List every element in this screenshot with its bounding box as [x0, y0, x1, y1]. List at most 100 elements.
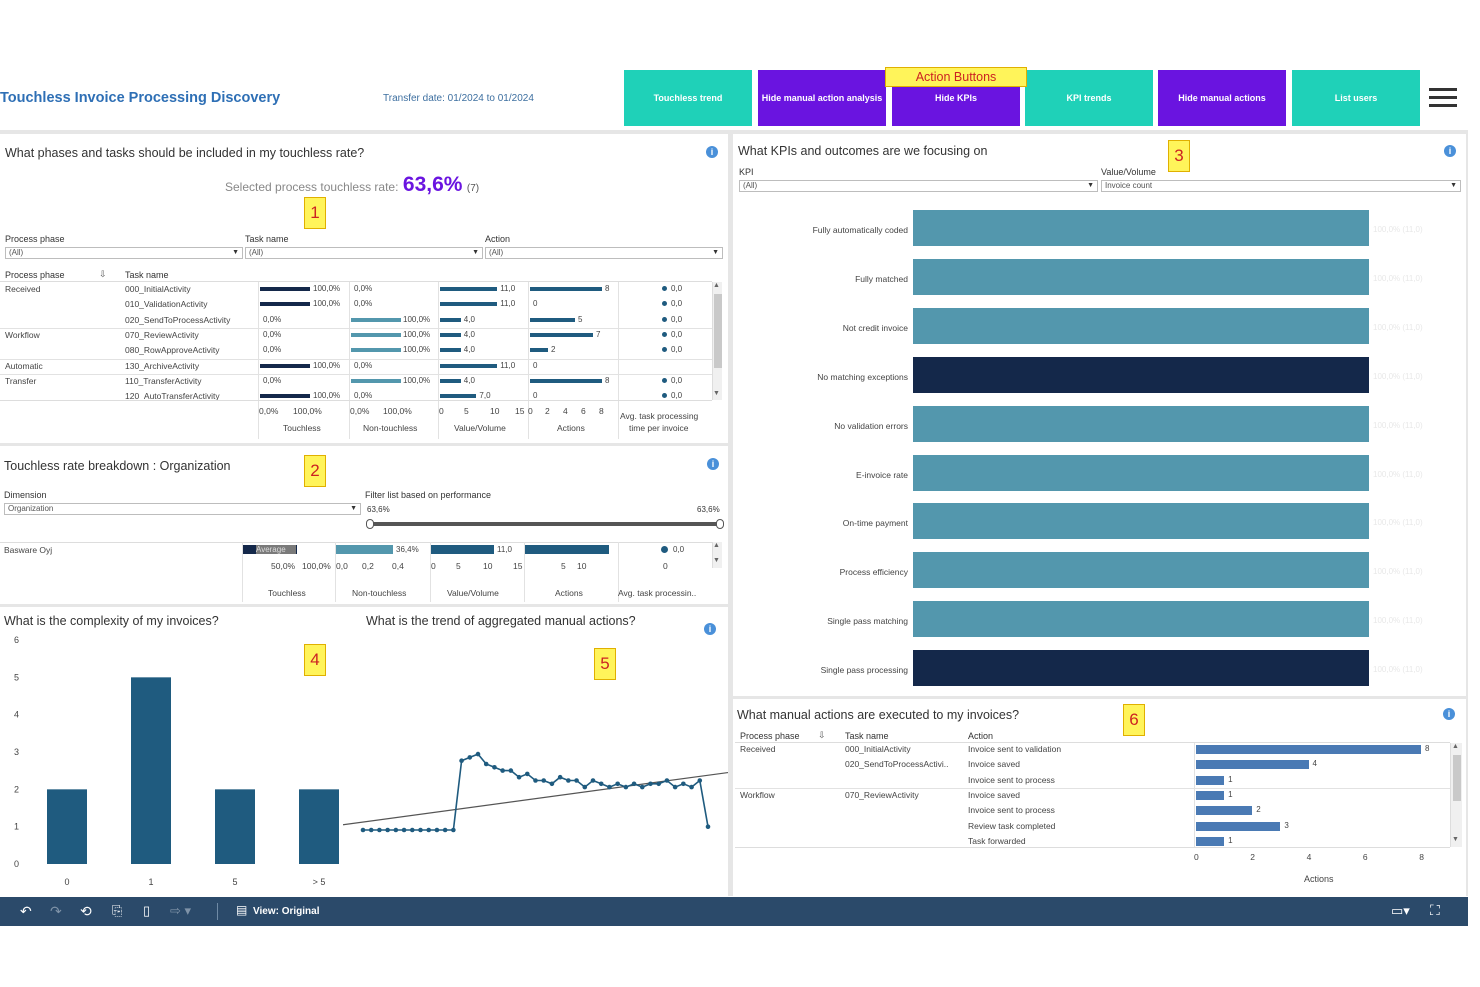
row-group-divider: [0, 373, 712, 375]
data-point: [483, 761, 489, 767]
action-filter[interactable]: (All) ▼: [485, 247, 723, 259]
scroll-down-icon[interactable]: ▼: [1452, 836, 1459, 843]
task-name-filter[interactable]: (All) ▼: [245, 247, 483, 259]
kpi-bar: [913, 210, 1369, 246]
redo-icon[interactable]: ↷: [50, 903, 62, 919]
panel2-axes: 50,0% 100,0% 0,0 0,2 0,4 0 5 10 15 5 10 0 Touchless N…: [0, 542, 712, 602]
panel2-info-icon[interactable]: i: [707, 458, 719, 470]
x-tick-label: 1: [148, 877, 153, 887]
scroll-down-icon[interactable]: ▼: [713, 557, 720, 564]
hide-manual-actions-button[interactable]: Hide manual actions: [1158, 70, 1286, 126]
undo-icon[interactable]: ↶: [20, 903, 32, 919]
chevron-down-icon: ▼: [1087, 182, 1094, 189]
column-separator: [349, 282, 350, 400]
value-volume-bar: [440, 317, 461, 322]
panel6-title: What manual actions are executed to my i…: [737, 708, 1020, 722]
scroll-up-icon[interactable]: ▲: [713, 542, 720, 549]
kpi-bar-value: 100,0% (11,0): [1373, 225, 1423, 234]
refresh-icon[interactable]: ⎘: [112, 903, 123, 918]
panel2-axis-title: Actions: [555, 588, 583, 598]
panel2-scrollbar[interactable]: [712, 542, 722, 568]
view-icon[interactable]: ▤: [236, 903, 248, 917]
axis-separator: [430, 542, 431, 602]
kpi-label: Single pass matching: [827, 616, 908, 627]
avg-tick: 0: [663, 561, 668, 571]
transfer-date-to-word: to: [486, 93, 495, 104]
slider-handle-right[interactable]: [716, 519, 724, 529]
slider-min-value: 63,6%: [367, 505, 390, 514]
row-phase: Automatic: [5, 360, 43, 371]
value-volume-tick: 10: [483, 561, 493, 571]
chevron-down-icon: ▼: [712, 249, 719, 256]
axis-separator: [528, 401, 529, 439]
value-volume-filter[interactable]: Invoice count ▼: [1101, 180, 1461, 192]
avg-value: 0,0: [671, 329, 683, 339]
panel3-info-icon[interactable]: i: [1444, 145, 1456, 157]
panel3-title: What KPIs and outcomes are we focusing o…: [738, 144, 988, 158]
dimension-select[interactable]: Organization ▼: [4, 503, 361, 515]
sort-icon[interactable]: ⇩: [818, 730, 826, 740]
complexity-bar: [131, 677, 171, 864]
actions-tick: 2: [1250, 852, 1256, 862]
non-touchless-value: 0,0%: [354, 360, 373, 370]
complexity-bar: [299, 789, 339, 864]
p6-col-task-name: Task name: [845, 731, 889, 741]
scroll-down-icon[interactable]: ▼: [713, 390, 720, 397]
slider-handle-left[interactable]: [366, 519, 374, 529]
y-tick-label: 3: [14, 747, 19, 757]
data-point: [409, 827, 415, 833]
revert-icon[interactable]: ⟲: [80, 903, 92, 919]
panel6-scrollbar[interactable]: [1450, 743, 1462, 847]
view-original-label[interactable]: View: Original: [253, 906, 320, 917]
data-point: [574, 778, 579, 783]
row-action: Review task completed: [968, 820, 1056, 831]
touchless-bar: [260, 302, 310, 307]
row-phase: Transfer: [5, 375, 37, 386]
avg-dot: [662, 393, 667, 399]
panel1-scroll-thumb[interactable]: [714, 294, 722, 368]
avg-value: 0,0: [671, 284, 683, 293]
row-task-name: 000_InitialActivity: [125, 284, 191, 294]
panel6-info-icon[interactable]: i: [1443, 708, 1455, 720]
manual-action-bar: [1196, 836, 1225, 846]
panel5-title: What is the trend of aggregated manual a…: [366, 614, 636, 628]
manual-action-value: 3: [1284, 820, 1289, 830]
axis-separator: [438, 401, 439, 439]
comment-icon[interactable]: ▭▾: [1391, 903, 1410, 918]
non-touchless-tick: 0,0%: [350, 406, 370, 416]
touchless-trend-button[interactable]: Touchless trend: [624, 70, 752, 126]
panel5-info-icon[interactable]: i: [704, 623, 716, 635]
process-phase-filter[interactable]: (All) ▼: [5, 247, 243, 259]
non-touchless-tick: 0,4: [392, 561, 404, 571]
fullscreen-icon[interactable]: ⛶: [1430, 902, 1440, 918]
row-action: Invoice saved: [968, 789, 1020, 800]
hide-manual-action-analysis-button[interactable]: Hide manual action analysis: [758, 70, 886, 126]
non-touchless-bar: [351, 348, 401, 353]
avg-axis-title-2: time per invoice: [629, 423, 689, 433]
non-touchless-value: 36,4%: [396, 545, 419, 554]
sort-icon[interactable]: ⇩: [99, 269, 107, 279]
performance-filter-label: Filter list based on performance: [365, 490, 492, 500]
kpi-trends-button[interactable]: KPI trends: [1025, 70, 1153, 126]
panel6-scroll-thumb[interactable]: [1453, 755, 1461, 801]
panel1-scrollbar[interactable]: [712, 282, 722, 400]
actions-tick: 5: [561, 561, 566, 571]
list-users-button[interactable]: List users: [1292, 70, 1420, 126]
kpi-bar: [913, 405, 1369, 442]
performance-slider[interactable]: [370, 522, 720, 526]
touchless-value: 100,0%: [313, 284, 341, 293]
actions-value: 2: [551, 345, 556, 355]
scroll-up-icon[interactable]: ▲: [1452, 743, 1459, 750]
pause-icon[interactable]: ▯: [143, 903, 151, 918]
kpi-bar: [913, 503, 1369, 540]
kpi-label: On-time payment: [842, 518, 908, 529]
kpi-label: Single pass processing: [820, 665, 908, 676]
hamburger-menu-icon[interactable]: [1429, 86, 1457, 110]
panel1-info-icon[interactable]: i: [706, 146, 718, 158]
history-icon[interactable]: ⇨ ▾: [170, 903, 192, 918]
actions-bar: [530, 378, 602, 383]
kpi-filter[interactable]: (All) ▼: [739, 180, 1098, 192]
scroll-up-icon[interactable]: ▲: [713, 282, 720, 289]
value-volume-value: 11,0: [500, 284, 516, 293]
data-point: [541, 778, 547, 783]
